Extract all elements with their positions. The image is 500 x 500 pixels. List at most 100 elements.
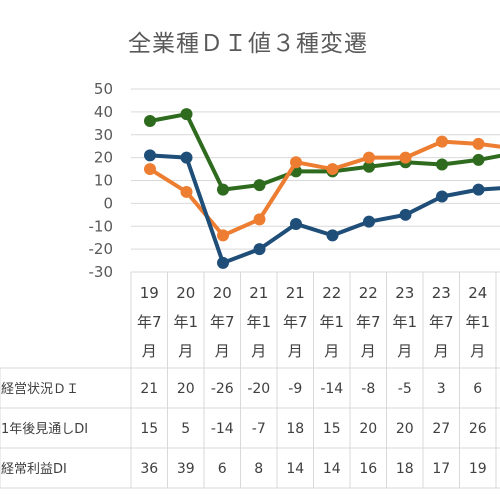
table-cell: 6: [218, 461, 227, 477]
x-tick-label: 23: [432, 284, 451, 302]
y-tick-label: 10: [94, 172, 113, 190]
table-cell: 6: [473, 381, 482, 397]
table-cell: 15: [140, 421, 158, 437]
x-tick-label: 年7: [137, 313, 162, 331]
x-tick-label: 月: [251, 342, 266, 360]
x-tick-label: 年1: [465, 313, 490, 331]
series-3: [144, 108, 500, 196]
table-cell: 8: [254, 461, 263, 477]
y-tick-label: 40: [94, 103, 113, 121]
table-cell: -7: [252, 421, 266, 437]
table-cell: 16: [359, 461, 377, 477]
y-tick-label: -20: [89, 240, 114, 258]
legend-label: 経常利益DI: [1, 462, 67, 477]
x-tick-label: 20: [213, 284, 232, 302]
x-tick-label: 21: [249, 284, 268, 302]
x-tick-label: 月: [434, 342, 449, 360]
x-tick-label: 月: [288, 342, 303, 360]
table-cell: 20: [359, 421, 377, 437]
table-cell: -8: [361, 381, 375, 397]
table-cell: 26: [469, 421, 487, 437]
series-line: [148, 139, 500, 238]
data-point: [180, 108, 193, 121]
x-tick-label: 年7: [356, 313, 381, 331]
table-cell: -5: [398, 381, 412, 397]
table-cell: -9: [288, 381, 302, 397]
data-point: [399, 151, 412, 164]
table-cell: 15: [323, 421, 341, 437]
data-point: [180, 151, 193, 164]
table-cell: 18: [286, 421, 304, 437]
data-point: [436, 190, 448, 203]
y-tick-label: 50: [94, 80, 113, 98]
y-tick-label: 20: [94, 149, 113, 167]
data-point: [217, 183, 229, 196]
data-point: [472, 137, 485, 150]
data-point: [436, 158, 448, 171]
table-cell: 3: [437, 381, 446, 397]
x-tick-label: 月: [324, 342, 339, 360]
data-point: [144, 163, 156, 176]
x-tick-label: 24: [468, 284, 487, 302]
data-point: [436, 135, 448, 148]
data-point: [180, 185, 193, 198]
data-point: [144, 115, 156, 128]
x-tick-label: 19: [140, 284, 159, 302]
x-tick-label: 年1: [173, 313, 198, 331]
x-tick-label: 月: [361, 342, 376, 360]
series-line: [149, 112, 500, 192]
x-tick-label: 月: [397, 342, 412, 360]
series-2: [144, 135, 500, 242]
table-cell: -26: [211, 381, 234, 397]
table-cell: 21: [140, 381, 158, 397]
y-axis: 50 40 30 20 10 0 -10 -20 -30: [89, 80, 114, 281]
data-point: [253, 213, 266, 226]
x-tick-label: 月: [178, 342, 193, 360]
x-tick-label: 年1: [319, 313, 344, 331]
y-tick-label: 30: [94, 126, 113, 144]
data-point: [290, 217, 302, 230]
data-point: [253, 179, 266, 192]
x-tick-label: 月: [470, 342, 485, 360]
table-cell: 36: [140, 461, 158, 477]
table-cell: 27: [432, 421, 450, 437]
x-tick-label: 22: [322, 284, 341, 302]
legend-label: 経営状況ＤＩ: [1, 382, 79, 397]
data-point: [472, 183, 485, 196]
data-point: [399, 208, 412, 221]
table-cell: 39: [177, 461, 195, 477]
data-point: [144, 149, 156, 162]
data-point: [217, 229, 229, 242]
data-point: [253, 243, 266, 256]
x-tick-label: 年1: [246, 313, 271, 331]
y-tick-label: 0: [103, 194, 113, 212]
table-cell: -14: [211, 421, 234, 437]
table-cell: 14: [323, 461, 341, 477]
table-cell: -20: [247, 381, 270, 397]
x-tick-label: 年1: [392, 313, 417, 331]
x-tick-label: 月: [215, 342, 230, 360]
x-tick-label: 年7: [283, 313, 308, 331]
series-1: [144, 149, 500, 269]
data-point: [290, 156, 302, 169]
data-table: 19 年7 月 20 年1 月 20 年7 月 21 年1 月 21 年7 月 22 年1 月 22 年7 月 23 年1 月…: [0, 272, 500, 489]
table-cell: 17: [432, 461, 450, 477]
y-tick-label: -10: [89, 217, 114, 235]
data-point: [472, 153, 485, 166]
legend-label: 1年後見通しDI: [1, 422, 88, 437]
x-tick-label: 年7: [210, 313, 235, 331]
table-cell: 5: [181, 421, 190, 437]
data-point: [217, 256, 229, 269]
data-point: [326, 229, 339, 242]
data-point: [326, 163, 339, 176]
table-cell: 19: [469, 461, 487, 477]
data-point: [363, 215, 375, 228]
table-cell: 20: [177, 381, 195, 397]
chart-title: 全業種ＤＩ値３種変遷: [128, 31, 368, 57]
x-tick-label: 月: [142, 342, 157, 360]
plot-area: [144, 108, 500, 269]
x-tick-label: 年7: [429, 313, 454, 331]
table-cell: 20: [396, 421, 414, 437]
x-tick-label: 20: [176, 284, 195, 302]
